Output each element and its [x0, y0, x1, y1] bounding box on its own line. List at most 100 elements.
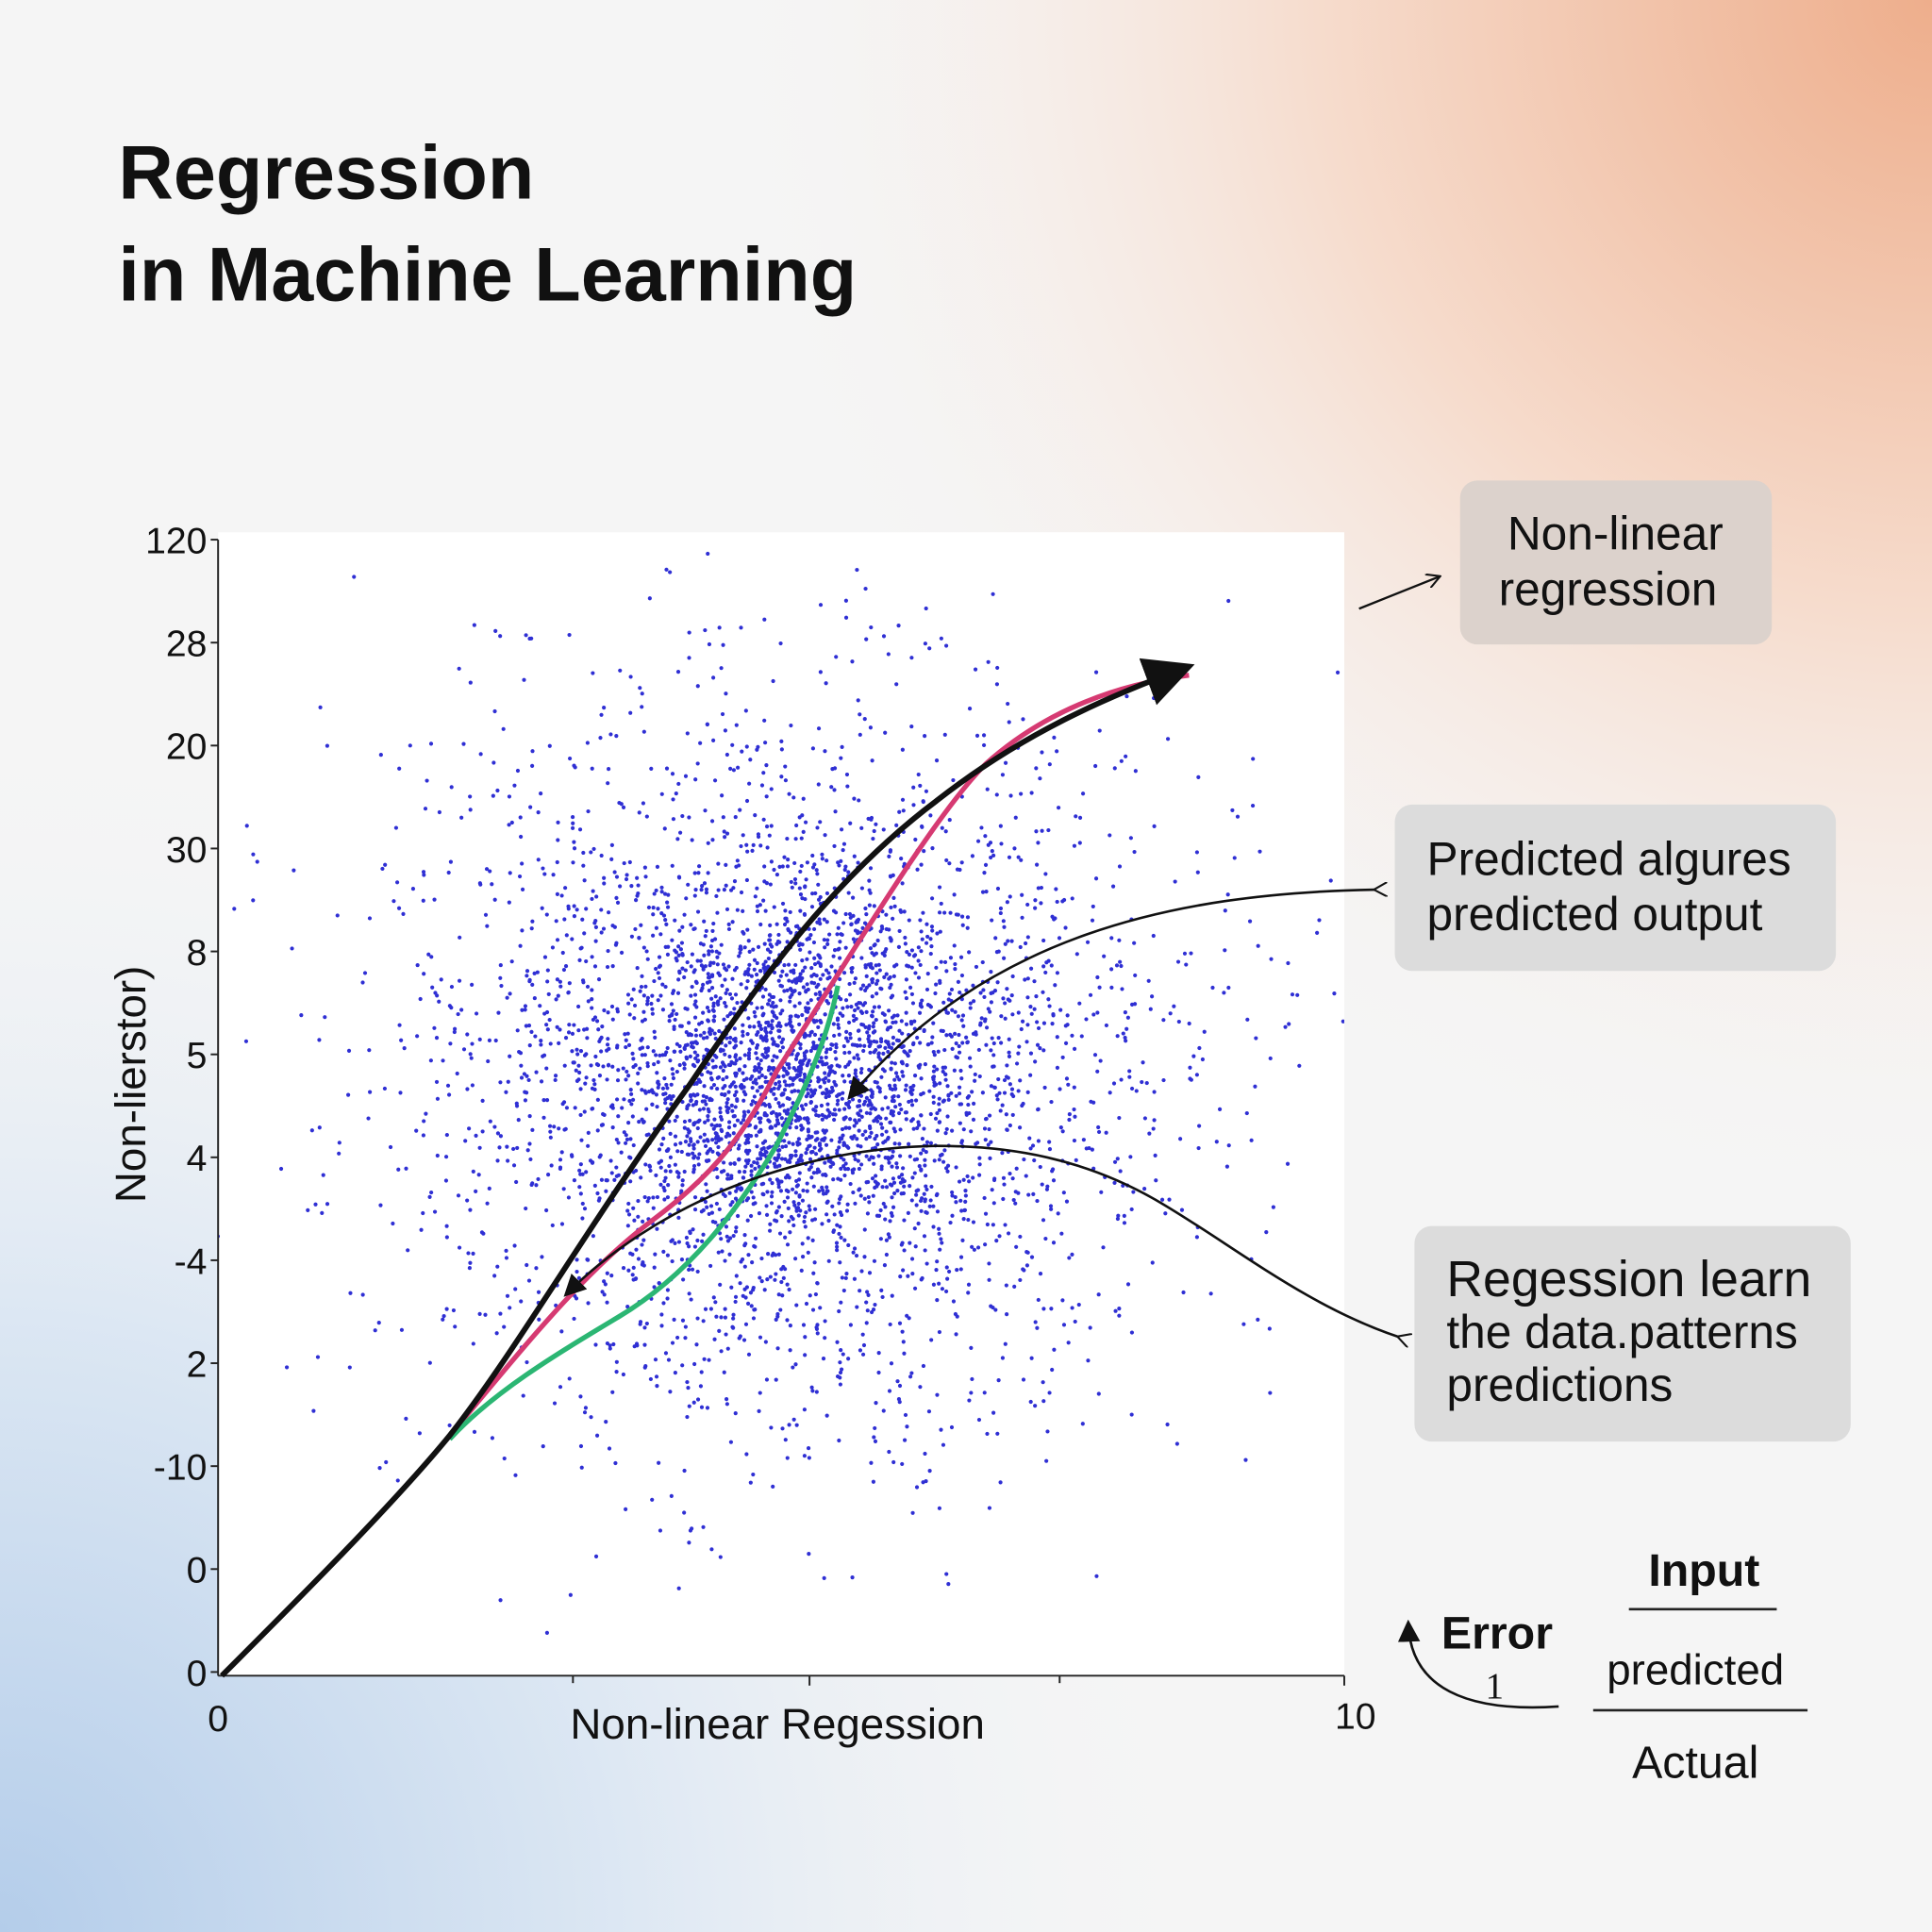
scatter-dot	[676, 1586, 681, 1591]
scatter-dot	[458, 935, 462, 940]
scatter-dot	[491, 793, 495, 798]
scatter-dot	[1092, 1053, 1098, 1058]
scatter-dot	[255, 859, 259, 864]
scatter-dot	[629, 1091, 634, 1096]
scatter-dot	[731, 1131, 736, 1136]
scatter-dot	[658, 1165, 663, 1170]
scatter-dot	[1043, 1236, 1048, 1241]
scatter-dot	[311, 1408, 316, 1413]
scatter-dot	[864, 1321, 869, 1325]
scatter-dot	[958, 955, 964, 959]
scatter-dot	[1202, 1029, 1207, 1034]
scatter-dot	[900, 797, 906, 802]
scatter-dot	[711, 960, 716, 965]
scatter-dot	[752, 1024, 757, 1029]
scatter-dot	[719, 1117, 724, 1122]
scatter-dot	[776, 1153, 781, 1158]
scatter-dot	[638, 686, 642, 691]
scatter-dot	[320, 1210, 325, 1215]
scatter-dot	[794, 1303, 799, 1307]
scatter-dot	[496, 1010, 501, 1015]
scatter-dot	[1016, 1089, 1021, 1093]
scatter-dot	[961, 1217, 966, 1222]
scatter-dot	[508, 991, 512, 996]
scatter-dot	[547, 1017, 552, 1023]
scatter-dot	[570, 1031, 575, 1036]
scatter-dot	[774, 1081, 778, 1086]
scatter-dot	[863, 906, 868, 911]
scatter-dot	[916, 1188, 921, 1192]
scatter-dot	[783, 916, 788, 921]
scatter-dot	[860, 1023, 866, 1027]
scatter-dot	[784, 973, 789, 977]
scatter-dot	[718, 1110, 723, 1115]
scatter-dot	[872, 1435, 876, 1440]
scatter-dot	[763, 908, 768, 913]
scatter-dot	[901, 1268, 906, 1273]
scatter-dot	[755, 973, 759, 977]
scatter-dot	[801, 1188, 806, 1193]
scatter-dot	[768, 1030, 774, 1035]
scatter-dot	[924, 922, 929, 926]
scatter-dot	[880, 1107, 885, 1111]
scatter-dot	[1161, 1077, 1166, 1083]
scatter-dot	[909, 991, 915, 997]
scatter-dot	[733, 1105, 738, 1109]
scatter-dot	[882, 953, 887, 958]
scatter-dot	[446, 870, 451, 875]
scatter-dot	[695, 909, 701, 914]
scatter-dot	[783, 1157, 788, 1161]
scatter-dot	[872, 828, 876, 834]
scatter-dot	[606, 1010, 610, 1015]
scatter-dot	[978, 1023, 983, 1027]
scatter-dot	[764, 824, 770, 829]
scatter-dot	[1244, 1110, 1249, 1116]
scatter-dot	[607, 767, 611, 772]
scatter-dot	[609, 1274, 614, 1278]
scatter-dot	[691, 1151, 695, 1156]
scatter-dot	[908, 1154, 912, 1158]
scatter-dot	[1095, 1069, 1100, 1074]
scatter-dot	[1214, 1140, 1219, 1144]
scatter-dot	[1047, 1391, 1052, 1395]
scatter-dot	[526, 1023, 532, 1028]
scatter-dot	[983, 1017, 988, 1022]
scatter-dot	[425, 778, 429, 783]
scatter-dot	[724, 883, 728, 888]
scatter-dot	[891, 1041, 895, 1046]
scatter-dot	[1064, 1076, 1070, 1081]
scatter-dot	[715, 962, 720, 967]
scatter-dot	[917, 1164, 922, 1169]
scatter-dot	[711, 1008, 716, 1013]
scatter-dot	[657, 975, 662, 981]
scatter-dot	[900, 1061, 905, 1066]
scatter-dot	[788, 1348, 792, 1353]
scatter-dot	[868, 1050, 873, 1055]
scatter-dot	[1073, 1114, 1077, 1119]
scatter-dot	[886, 1106, 891, 1110]
scatter-dot	[384, 1459, 389, 1465]
scatter-dot	[645, 1064, 650, 1069]
scatter-dot	[862, 1099, 868, 1104]
scatter-dot	[855, 1137, 859, 1141]
scatter-dot	[815, 1170, 820, 1174]
scatter-dot	[665, 1288, 671, 1292]
scatter-dot	[578, 946, 583, 951]
scatter-dot	[749, 974, 754, 978]
scatter-dot	[889, 1120, 893, 1124]
scatter-dot	[883, 1139, 888, 1143]
scatter-dot	[871, 1009, 875, 1014]
scatter-dot	[578, 1162, 583, 1167]
scatter-dot	[839, 1194, 843, 1199]
scatter-dot	[802, 1219, 807, 1224]
scatter-dot	[457, 666, 461, 671]
scatter-dot	[666, 1357, 672, 1362]
scatter-dot	[723, 835, 727, 840]
scatter-dot	[858, 732, 862, 737]
scatter-dot	[929, 1338, 934, 1342]
scatter-dot	[772, 1091, 776, 1096]
scatter-dot	[855, 1305, 859, 1309]
scatter-dot	[1328, 878, 1333, 883]
scatter-dot	[601, 926, 607, 931]
